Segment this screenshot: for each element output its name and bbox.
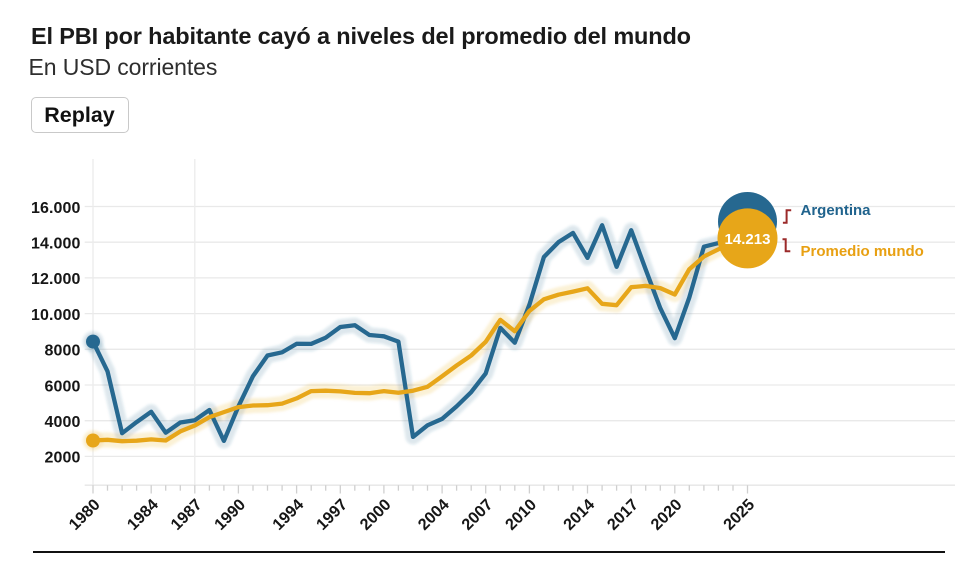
svg-text:6000: 6000 xyxy=(45,378,81,395)
svg-text:1987: 1987 xyxy=(167,496,205,534)
svg-text:2014: 2014 xyxy=(560,496,598,534)
svg-text:1997: 1997 xyxy=(313,496,351,534)
svg-text:2025: 2025 xyxy=(720,496,758,534)
svg-text:2004: 2004 xyxy=(415,496,453,534)
svg-text:1990: 1990 xyxy=(211,496,249,534)
svg-text:1984: 1984 xyxy=(124,496,162,534)
svg-text:2007: 2007 xyxy=(458,496,496,534)
svg-text:2000: 2000 xyxy=(356,496,394,534)
svg-text:10.000: 10.000 xyxy=(31,307,81,324)
svg-text:1994: 1994 xyxy=(269,496,307,534)
svg-text:14.213: 14.213 xyxy=(725,231,771,248)
svg-text:2020: 2020 xyxy=(647,496,685,534)
svg-text:8000: 8000 xyxy=(45,343,81,360)
svg-text:2010: 2010 xyxy=(502,496,540,534)
svg-text:12.000: 12.000 xyxy=(31,271,81,288)
svg-text:16.000: 16.000 xyxy=(31,200,81,217)
svg-text:Argentina: Argentina xyxy=(801,202,872,219)
svg-text:14.000: 14.000 xyxy=(31,236,81,253)
svg-text:2017: 2017 xyxy=(604,496,642,534)
svg-text:Promedio mundo: Promedio mundo xyxy=(801,243,924,260)
svg-text:2000: 2000 xyxy=(45,450,81,467)
svg-text:4000: 4000 xyxy=(45,414,81,431)
svg-text:1980: 1980 xyxy=(66,496,104,534)
